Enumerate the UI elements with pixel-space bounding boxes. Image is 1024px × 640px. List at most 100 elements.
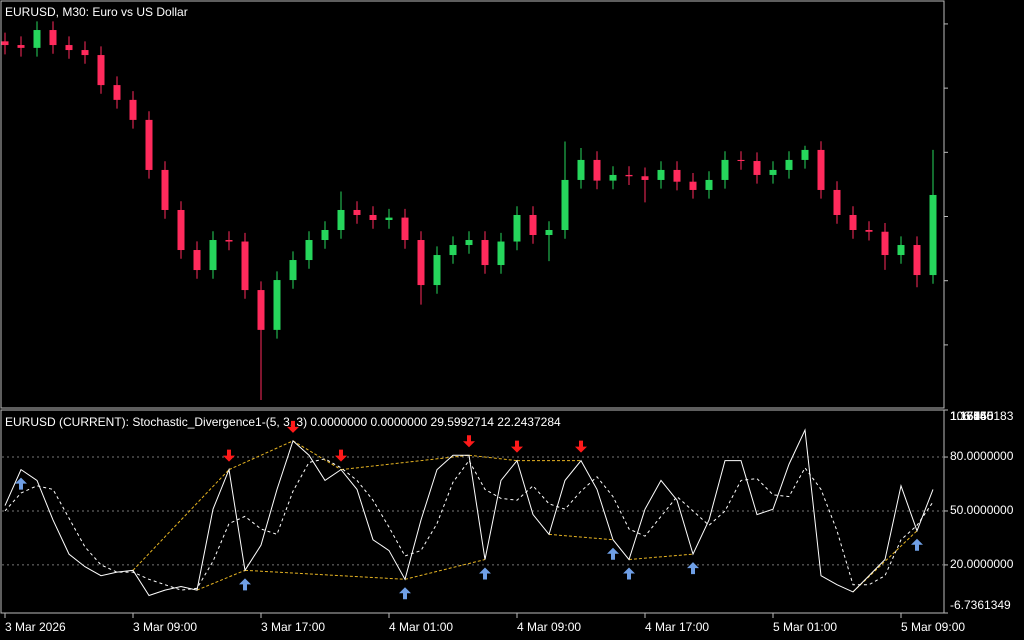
y-tick-label: 1.16155 [950,409,994,423]
candle-body [257,290,265,330]
candle-body [321,230,329,241]
x-tick-label: 5 Mar 01:00 [773,620,837,634]
candle-body [593,159,601,181]
candle-body [641,176,649,180]
candle-body [881,231,889,256]
candle-body [929,194,937,276]
candle-body [337,209,345,231]
up-arrow [239,578,251,591]
price-panel-frame [0,0,945,409]
candle-body [33,30,41,48]
candle-body [225,240,233,242]
candle-body [273,280,281,330]
y-tick-label: 1.15860 [950,409,994,423]
down-arrow [511,440,523,453]
candle-body [561,179,569,231]
y-tick-label: 50.0000000 [950,503,1014,517]
down-arrow [223,449,235,462]
candle-body [657,169,665,180]
divergence-line [628,553,694,561]
candle-body [673,169,681,182]
candle-body [465,240,473,246]
candle-body [113,85,121,100]
down-arrow [287,420,299,433]
candle-body [81,50,89,56]
candle-body [193,250,201,271]
candle-body [241,241,249,291]
candle-body [913,245,921,276]
candle-body [97,55,105,86]
candle-body [417,240,425,286]
candle-body [529,214,537,236]
candle-body [129,99,137,120]
down-arrow [335,449,347,462]
candle-body [177,209,185,251]
up-arrow [607,547,619,560]
up-arrow [687,562,699,575]
candle-body [625,174,633,177]
x-tick-label: 3 Mar 09:00 [133,620,197,634]
candle-body [897,245,905,256]
candle-body [769,169,777,175]
candle-body [305,240,313,261]
candle-body [609,174,617,181]
candle-body [145,119,153,170]
x-tick-label: 4 Mar 01:00 [389,620,453,634]
candle-body [737,159,745,162]
candle-body [65,45,73,51]
y-tick-label: 1.15565 [950,409,994,423]
x-tick-label: 3 Mar 2026 [5,620,66,634]
candle-body [721,159,729,180]
candle-body [161,169,169,210]
candle-body [17,45,25,48]
x-tick-label: 3 Mar 17:00 [261,620,325,634]
candle-body [497,241,505,266]
y-tick-label: 1.16745 [950,409,994,423]
x-tick-label: 5 Mar 09:00 [901,620,965,634]
up-arrow [911,538,923,551]
down-arrow [575,440,587,453]
candle-body [401,217,409,241]
divergence-line [244,569,406,580]
up-arrow [399,587,411,600]
divergence-line [548,533,614,541]
stochastic-line [4,428,934,597]
candle-body [545,230,553,236]
candle-body [513,214,521,242]
candle-body [785,159,793,170]
divergence-line [132,469,230,571]
up-arrow [15,477,27,490]
candle-body [817,149,825,190]
candle-body [209,240,217,271]
y-tick-label: 80.0000000 [950,449,1014,463]
divergence-line [404,559,486,580]
y-tick-label: 106.156183 [950,409,1014,423]
y-tick-label: 1.16450 [950,409,994,423]
divergence-line [228,440,294,471]
candle-body [481,240,489,266]
divergence-line [468,454,518,462]
candle-body [449,245,457,256]
candle-body [49,30,57,46]
candle-body [705,179,713,190]
divergence-line [340,454,470,471]
x-tick-label: 4 Mar 17:00 [645,620,709,634]
price-title: EURUSD, M30: Euro vs US Dollar [5,5,188,19]
down-arrow [463,435,475,448]
up-arrow [479,567,491,580]
candle-body [833,189,841,215]
y-tick-label: 20.0000000 [950,557,1014,571]
candle-body [801,149,809,160]
candle-body [353,209,361,215]
indicator-title: EURUSD (CURRENT): Stochastic_Divergence1… [5,415,561,429]
stochastic-line [4,458,934,591]
candle-body [369,214,377,220]
candle-body [385,217,393,220]
divergence-line [292,440,342,471]
y-tick-label: -6.7361349 [950,598,1011,612]
candle-body [1,41,9,46]
candle-body [865,230,873,232]
